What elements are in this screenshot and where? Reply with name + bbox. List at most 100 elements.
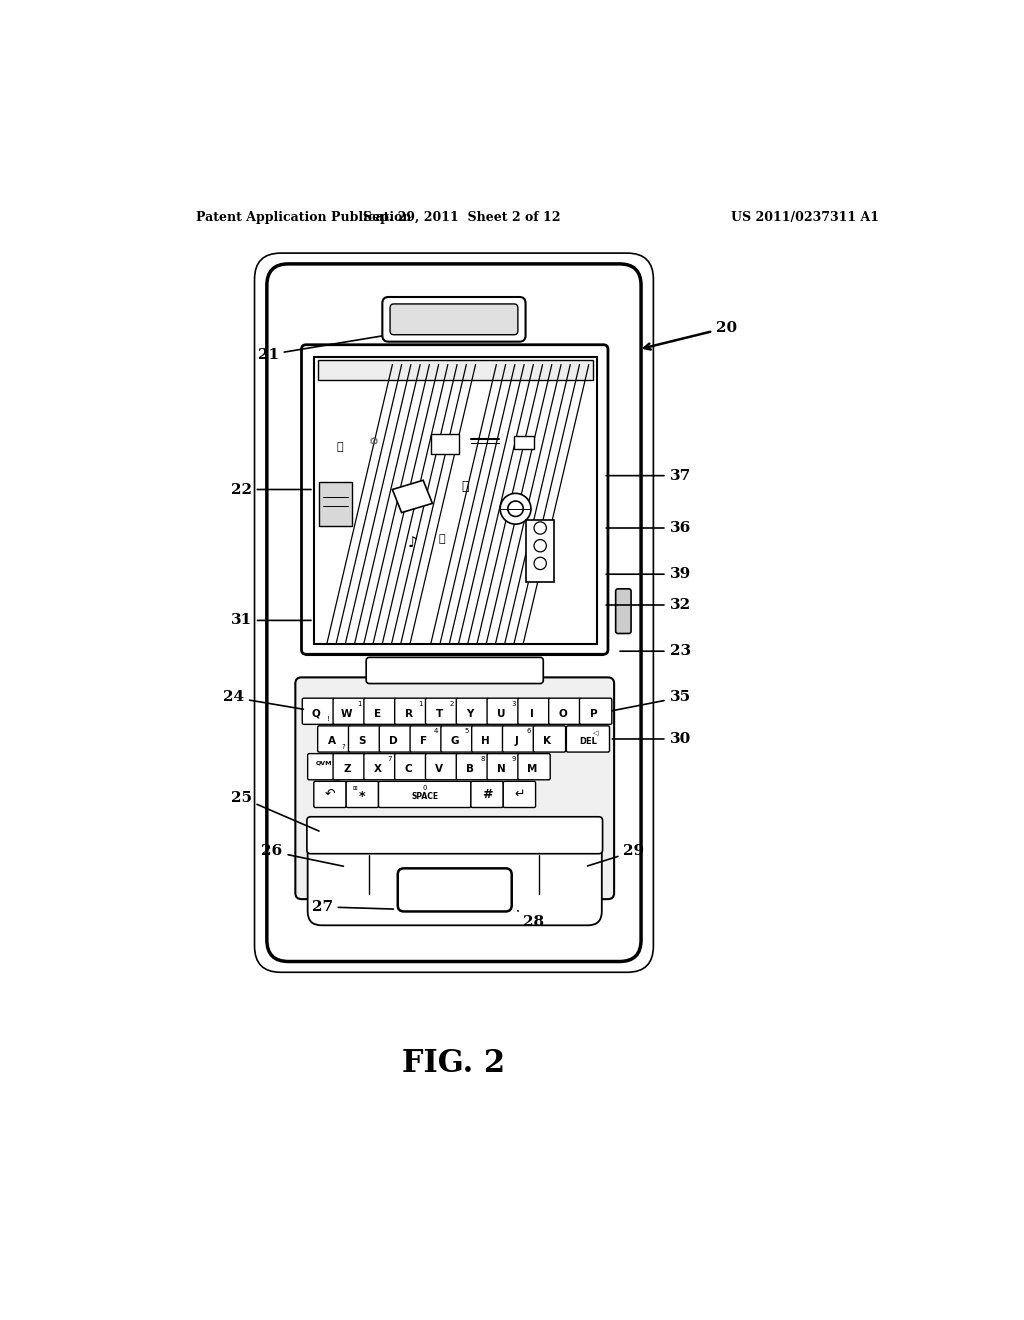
- Text: Q: Q: [311, 709, 321, 718]
- Text: 8: 8: [480, 756, 484, 762]
- Text: 1: 1: [357, 701, 361, 706]
- Text: 23: 23: [620, 644, 690, 659]
- FancyBboxPatch shape: [487, 754, 519, 780]
- Text: W: W: [341, 709, 352, 718]
- Text: C: C: [404, 764, 413, 774]
- FancyBboxPatch shape: [382, 297, 525, 342]
- Text: I: I: [529, 709, 534, 718]
- FancyBboxPatch shape: [580, 698, 611, 725]
- Text: 24: 24: [223, 690, 303, 709]
- FancyBboxPatch shape: [397, 869, 512, 911]
- Text: S: S: [358, 737, 367, 746]
- Bar: [319, 482, 351, 527]
- Text: US 2011/0237311 A1: US 2011/0237311 A1: [731, 211, 880, 224]
- FancyBboxPatch shape: [364, 754, 396, 780]
- Circle shape: [535, 540, 547, 552]
- Bar: [317, 360, 593, 380]
- Text: K: K: [543, 737, 551, 746]
- FancyBboxPatch shape: [566, 726, 609, 752]
- Text: 37: 37: [606, 469, 691, 483]
- Text: ?: ?: [342, 743, 346, 750]
- Text: 39: 39: [606, 568, 691, 581]
- FancyBboxPatch shape: [317, 726, 350, 752]
- FancyBboxPatch shape: [302, 698, 335, 725]
- FancyBboxPatch shape: [425, 754, 458, 780]
- FancyBboxPatch shape: [549, 698, 581, 725]
- Text: Z: Z: [343, 764, 351, 774]
- Text: P: P: [590, 709, 597, 718]
- Text: Patent Application Publication: Patent Application Publication: [196, 211, 412, 224]
- Text: SPACE: SPACE: [412, 792, 438, 801]
- FancyBboxPatch shape: [333, 754, 366, 780]
- Text: 31: 31: [230, 614, 311, 627]
- Bar: [526, 520, 554, 582]
- Text: 21: 21: [258, 337, 382, 362]
- Circle shape: [500, 494, 531, 524]
- FancyBboxPatch shape: [441, 726, 473, 752]
- FancyBboxPatch shape: [518, 698, 550, 725]
- Circle shape: [535, 521, 547, 535]
- FancyBboxPatch shape: [307, 836, 602, 925]
- FancyBboxPatch shape: [425, 698, 458, 725]
- FancyBboxPatch shape: [615, 589, 631, 634]
- FancyBboxPatch shape: [534, 726, 565, 752]
- Text: DEL: DEL: [579, 737, 597, 746]
- Text: U: U: [497, 709, 505, 718]
- Text: 0: 0: [423, 785, 427, 791]
- FancyBboxPatch shape: [410, 726, 442, 752]
- Text: M: M: [526, 764, 537, 774]
- Text: QVM: QVM: [315, 760, 332, 766]
- Text: 🎩: 🎩: [337, 442, 343, 451]
- FancyBboxPatch shape: [364, 698, 396, 725]
- Bar: [514, 436, 535, 450]
- FancyBboxPatch shape: [313, 781, 346, 808]
- Text: 20: 20: [644, 321, 737, 350]
- Text: E: E: [374, 709, 381, 718]
- Text: #: #: [482, 788, 493, 801]
- FancyBboxPatch shape: [307, 817, 602, 854]
- Text: 26: 26: [261, 845, 343, 866]
- FancyBboxPatch shape: [503, 726, 535, 752]
- FancyBboxPatch shape: [457, 698, 488, 725]
- FancyBboxPatch shape: [471, 781, 503, 808]
- Text: R: R: [404, 709, 413, 718]
- FancyBboxPatch shape: [295, 677, 614, 899]
- Text: ⊞: ⊞: [352, 785, 357, 791]
- Text: ↶: ↶: [325, 788, 335, 801]
- Text: 30: 30: [612, 733, 691, 746]
- FancyBboxPatch shape: [503, 781, 536, 808]
- Text: 29: 29: [588, 845, 644, 866]
- FancyBboxPatch shape: [518, 754, 550, 780]
- Text: O: O: [558, 709, 567, 718]
- Text: ◁: ◁: [593, 730, 598, 735]
- FancyBboxPatch shape: [267, 264, 641, 961]
- Text: Y: Y: [467, 709, 474, 718]
- Text: !: !: [327, 715, 330, 722]
- Text: H: H: [481, 737, 489, 746]
- Text: 32: 32: [606, 598, 690, 612]
- FancyBboxPatch shape: [457, 754, 488, 780]
- Text: ↵: ↵: [514, 788, 524, 801]
- Text: 2: 2: [450, 701, 454, 706]
- Text: 9: 9: [511, 756, 515, 762]
- Text: 35: 35: [612, 690, 690, 710]
- Text: 27: 27: [311, 900, 393, 913]
- FancyBboxPatch shape: [346, 781, 379, 808]
- Text: G: G: [451, 737, 459, 746]
- FancyBboxPatch shape: [394, 698, 427, 725]
- FancyBboxPatch shape: [472, 726, 504, 752]
- Text: V: V: [435, 764, 443, 774]
- FancyBboxPatch shape: [379, 781, 471, 808]
- Text: D: D: [389, 737, 397, 746]
- Text: 4: 4: [434, 729, 438, 734]
- Text: F: F: [421, 737, 427, 746]
- Text: 36: 36: [606, 521, 691, 535]
- Text: *: *: [359, 791, 366, 804]
- Text: 25: 25: [230, 791, 318, 832]
- FancyBboxPatch shape: [487, 698, 519, 725]
- FancyBboxPatch shape: [394, 754, 427, 780]
- FancyBboxPatch shape: [333, 698, 366, 725]
- Text: ♪: ♪: [408, 536, 418, 550]
- Bar: [431, 434, 459, 454]
- FancyBboxPatch shape: [301, 345, 608, 655]
